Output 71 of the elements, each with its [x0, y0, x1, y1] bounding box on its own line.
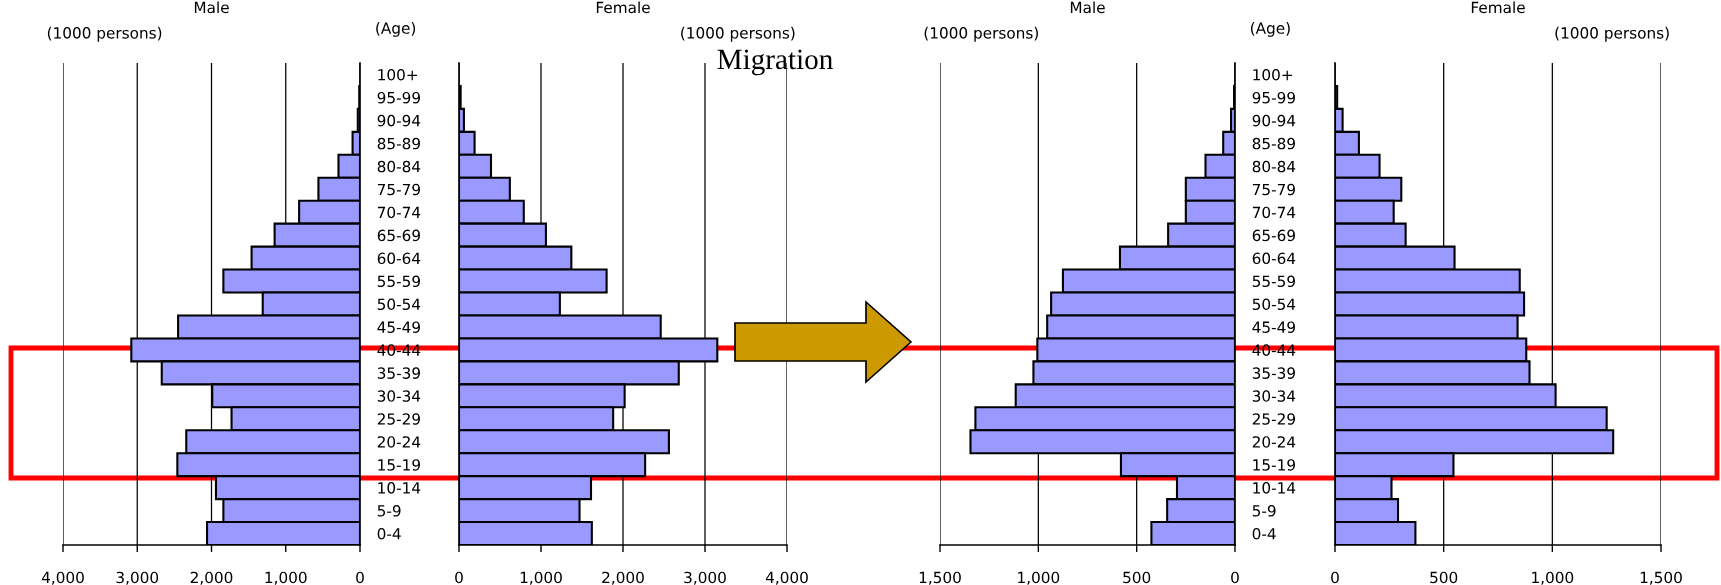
y-tick-label: 65-69: [377, 229, 420, 242]
y-tick-label: 80-84: [1252, 160, 1296, 173]
y-tick-label: 90-94: [1252, 114, 1296, 127]
y-tick-label: 90-94: [377, 114, 421, 127]
y-tick-label: 25-29: [1252, 413, 1295, 425]
y-tick-label: 65-69: [1252, 229, 1295, 242]
x-tick-label: 500: [1123, 571, 1151, 584]
x-axis-title: (1000 persons): [924, 26, 1038, 42]
y-tick-label: 5-9: [377, 505, 401, 517]
y-tick-label: 75-79: [377, 183, 420, 196]
y-tick-label: 85-89: [377, 137, 420, 150]
y-axis-title: (Age): [1250, 22, 1290, 37]
chart-title: Female: [1471, 1, 1525, 14]
x-tick-label: 1,500: [1640, 571, 1682, 585]
x-tick-label: 4,000: [41, 571, 84, 585]
y-tick-label: 100+: [1253, 68, 1293, 81]
x-axis-title: (1000 persons): [47, 26, 162, 42]
y-tick-label: 45-49: [1252, 321, 1295, 333]
y-tick-label: 30-34: [1252, 390, 1296, 402]
y-tick-label: 10-14: [378, 482, 421, 494]
y-tick-label: 10-14: [1253, 482, 1296, 494]
y-tick-label: 40-44: [1252, 344, 1296, 356]
x-tick-label: 1,500: [919, 571, 961, 585]
x-axis-title: (1000 persons): [681, 26, 795, 42]
x-tick-label: 0: [356, 571, 364, 584]
x-tick-label: 1,000: [520, 571, 562, 585]
annotation: Migration: [717, 49, 833, 76]
x-tick-label: 2,000: [602, 571, 644, 585]
y-tick-label: 85-89: [1252, 137, 1295, 150]
y-tick-label: 70-74: [377, 206, 421, 219]
x-tick-label: 1,000: [1532, 571, 1574, 585]
y-tick-label: 50-54: [1252, 298, 1296, 311]
y-tick-label: 80-84: [377, 160, 421, 173]
chart-title: Male: [194, 1, 229, 14]
x-tick-label: 1,000: [265, 571, 307, 585]
x-tick-label: 1,000: [1018, 571, 1060, 585]
x-axis-title: (1000 persons): [1555, 26, 1669, 42]
x-tick-label: 3,000: [684, 571, 726, 585]
y-tick-label: 15-19: [1253, 459, 1295, 471]
x-tick-label: 3,000: [116, 571, 159, 585]
y-tick-label: 15-19: [378, 459, 420, 471]
x-tick-label: 0: [1331, 571, 1339, 584]
y-tick-label: 25-29: [377, 413, 420, 425]
x-tick-label: 0: [455, 571, 463, 584]
y-tick-label: 30-34: [377, 390, 421, 402]
y-tick-label: 95-99: [377, 91, 420, 104]
y-tick-label: 55-59: [1252, 275, 1295, 288]
y-tick-label: 5-9: [1252, 505, 1276, 517]
chart-title: Male: [1070, 1, 1105, 14]
x-tick-label: 4,000: [765, 571, 808, 585]
y-tick-label: 70-74: [1252, 206, 1296, 219]
y-tick-label: 60-64: [1252, 252, 1296, 265]
chart-title: Female: [596, 1, 650, 14]
y-tick-label: 40-44: [377, 344, 421, 356]
y-tick-label: 20-24: [377, 436, 421, 448]
y-tick-label: 95-99: [1252, 91, 1295, 104]
y-tick-label: 0-4: [377, 527, 401, 540]
y-tick-label: 0-4: [1252, 527, 1276, 540]
y-tick-label: 20-24: [1252, 436, 1296, 448]
x-tick-label: 500: [1430, 571, 1458, 584]
y-tick-label: 45-49: [377, 321, 420, 333]
y-tick-label: 100+: [378, 68, 418, 81]
x-tick-label: 2,000: [190, 571, 233, 585]
y-tick-label: 55-59: [377, 275, 420, 288]
y-axis-title: (Age): [376, 22, 416, 37]
y-tick-label: 75-79: [1252, 183, 1295, 196]
y-tick-label: 35-39: [377, 367, 420, 379]
y-tick-label: 50-54: [377, 298, 421, 311]
y-tick-label: 60-64: [377, 252, 421, 265]
x-tick-label: 0: [1231, 571, 1239, 584]
y-tick-label: 35-39: [1252, 367, 1295, 379]
